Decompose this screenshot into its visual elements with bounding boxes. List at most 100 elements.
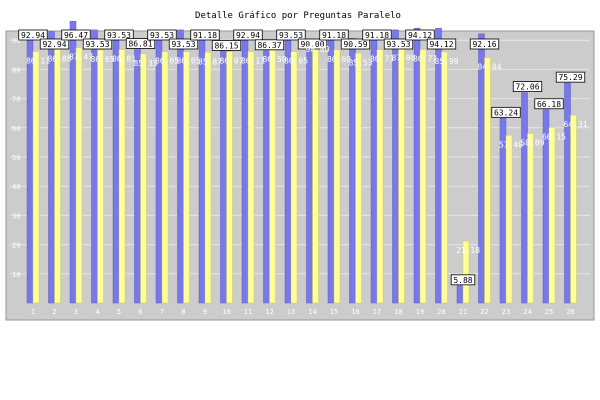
bar-series-1 [220,51,227,304]
bar-series-1 [327,36,335,304]
value-label-series-1: 75.29 [558,73,582,82]
bar-series-1 [456,285,464,304]
bar-series-2 [32,51,40,304]
bar-series-1 [26,31,34,304]
x-tick-label: 23 [502,308,510,316]
bar-series-2 [290,51,298,304]
bar-series-2 [484,57,491,304]
value-label-box [555,71,586,83]
bar-series-2 [333,49,341,304]
x-tick-label: 2 [52,308,56,316]
value-label-series-1: 92.94 [236,31,260,40]
value-label-box [190,29,220,41]
bar-series-1 [370,36,378,304]
x-tick-label: 10 [222,308,230,316]
value-label-series-1: 66.18 [537,100,561,109]
value-label-series-1: 91.18 [365,31,389,40]
value-label-box [104,29,134,41]
bar-series-2 [376,49,384,304]
bar-series-2 [97,49,104,304]
bar-series-2 [204,52,212,304]
value-label-series-1: 72.06 [515,83,539,92]
value-label-series-2: 86.65 [90,55,114,64]
bar-series-1 [198,36,206,304]
value-label-series-2: 90.00 [305,45,329,54]
y-tick-label: 10 [12,271,20,279]
bar-series-2 [226,51,233,304]
bar-series-2 [247,51,255,304]
bar-series-1 [392,29,399,304]
value-label-box [147,29,177,41]
bar-series-1 [134,49,141,304]
value-label-series-2: 86.88 [47,54,71,63]
value-label-series-2: 58.09 [520,138,544,147]
x-tick-label: 16 [351,308,359,316]
bar-series-1 [48,31,55,304]
bar-series-1 [413,27,421,304]
bars [26,21,577,304]
x-axis-ticks: 1 2 3 4 5 6 7 8 9 10 11 12 13 14 15 16 17 18 19 20 21 22 23 24 2… [31,308,575,316]
value-label-series-1: 5.88 [453,276,472,285]
x-tick-label: 15 [330,308,338,316]
x-tick-label: 11 [244,308,252,316]
value-label-series-2: 86.05 [176,57,200,66]
bar-series-2 [570,114,577,304]
bar-series-2 [398,48,405,304]
value-label-series-1: 92.94 [42,40,66,49]
x-tick-label: 20 [437,308,445,316]
bar-series-2 [54,49,61,304]
x-tick-label: 18 [394,308,402,316]
bar-series-1 [478,33,485,304]
value-label-series-2: 21.18 [456,246,480,255]
bar-series-1 [435,27,442,304]
y-tick-label: 40 [12,183,20,191]
value-label-series-1: 92.94 [21,31,45,40]
value-label-series-2: 84.04 [477,63,501,72]
value-label-box [168,38,199,50]
value-label-series-2: 86.11 [241,57,265,66]
value-label-series-2: 86.05 [284,57,308,66]
bar-series-1 [112,29,120,304]
value-labels: 92.94 86.11 92.94 86.88 96.47 87.47 93.53 86.65… [18,29,588,286]
bar-series-1 [177,29,184,304]
value-label-box [450,274,476,286]
bar-series-2 [527,133,534,304]
y-tick-label: 60 [12,125,20,133]
value-label-box [534,98,564,110]
x-tick-label: 21 [459,308,467,316]
value-label-series-2: 86.11 [26,57,50,66]
bar-series-2 [183,51,190,304]
value-label-box [491,106,521,118]
value-label-series-1: 93.53 [150,31,174,40]
x-tick-label: 24 [523,308,531,316]
y-tick-label: 20 [12,242,20,250]
x-tick-label: 26 [566,308,574,316]
value-label-series-2: 86.73 [370,55,394,64]
bar-series-1 [241,31,249,304]
x-tick-label: 4 [95,308,99,316]
value-label-series-1: 94.12 [408,31,432,40]
value-label-series-2: 87.47 [69,53,93,62]
value-label-box [61,29,91,41]
value-label-box [426,38,457,50]
bar-series-1 [69,21,77,304]
value-label-series-1: 86.37 [257,41,281,50]
value-label-box [297,38,328,50]
bar-series-1 [284,29,292,304]
y-tick-label: 50 [12,154,20,162]
value-label-box [18,29,48,41]
bar-series-1 [263,50,270,304]
bar-series-2 [75,47,83,304]
value-label-series-2: 85.33 [133,59,157,68]
value-label-series-1: 96.47 [64,31,88,40]
y-tick-label: 30 [12,212,20,220]
value-label-box [362,29,392,41]
x-tick-label: 22 [480,308,488,316]
bar-series-2 [312,39,319,304]
value-label-box [469,38,500,50]
value-label-series-2: 85.53 [348,58,372,67]
x-tick-label: 9 [203,308,207,316]
value-label-series-2: 86.05 [155,57,179,66]
value-label-box [39,38,70,50]
